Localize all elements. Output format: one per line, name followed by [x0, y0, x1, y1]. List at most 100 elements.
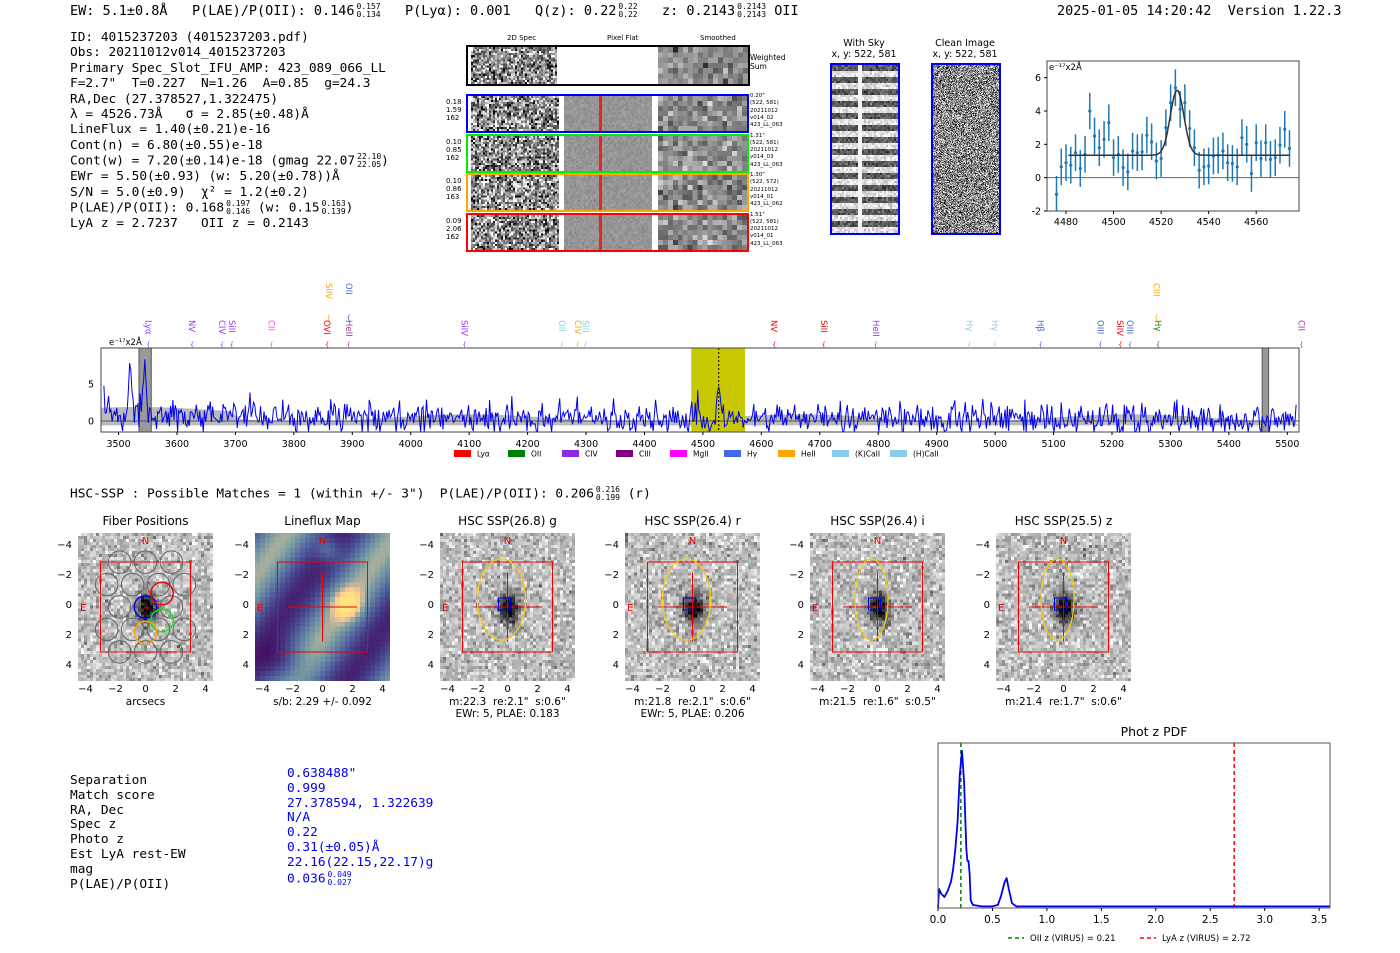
panel-title: HSC SSP(25.5) z: [1014, 514, 1113, 528]
datetime: 2025-01-05 14:20:42: [1057, 3, 1212, 19]
match-value: 0.036 0.049 0.027: [287, 869, 433, 887]
line-label-bracket: {: [146, 341, 150, 349]
match-value: N/A: [287, 810, 433, 826]
x-tick-label: 4000: [399, 439, 423, 450]
panel-title: HSC SSP(26.8) g: [458, 514, 557, 528]
x-tick-label: 5100: [1041, 439, 1065, 450]
fiber-circle: [159, 595, 184, 619]
line-label-bracket: {: [583, 341, 587, 349]
fiber-smoothed: [658, 175, 747, 210]
y-tick-label: −4: [604, 540, 619, 551]
line-label-bracket: {: [1156, 341, 1160, 349]
x-tick-label: 4200: [516, 439, 540, 450]
center-marker: +: [143, 603, 151, 614]
fiber-meta: 1.51": [750, 211, 765, 218]
hsc-plae-hi: 0.216: [595, 485, 620, 494]
plae-hi: 0.157: [356, 2, 381, 11]
line-label: CIII: [1150, 283, 1160, 296]
legend-swatch: [778, 450, 795, 457]
x-tick-label: −4: [440, 684, 455, 695]
data-point: [1154, 159, 1158, 163]
line-label-bracket: {: [347, 314, 351, 322]
y-tick-label: −2: [789, 570, 804, 581]
line-label: SiII: [818, 320, 828, 333]
match-label: RA, Dec: [70, 802, 124, 818]
fiber-stat: 0.86: [446, 185, 462, 193]
data-point: [1254, 141, 1258, 145]
fiber-stat: 163: [446, 193, 460, 201]
line-label: OII: [343, 283, 353, 295]
hsc-summary: HSC-SSP : Possible Matches = 1 (within +…: [70, 486, 651, 502]
match-value-text: 0.22: [287, 825, 318, 841]
x-tick-label: 2: [719, 684, 726, 695]
x-tick-label: 0: [142, 684, 149, 695]
match-value-text: 0.036: [287, 871, 326, 887]
info-lineflux: LineFlux = 1.40(±0.21)e-16: [70, 122, 271, 138]
line-label: Hγ: [989, 320, 999, 331]
line-label-text: OIII: [1094, 320, 1104, 334]
y-tick-label: 4: [612, 660, 619, 671]
fiber-meta: v014_03: [750, 154, 774, 161]
line-label-bracket: {: [347, 341, 351, 349]
y-tick-label: 4: [65, 660, 72, 671]
line-label-text: SiII: [226, 320, 236, 333]
search-box: [100, 561, 191, 653]
east-label: E: [80, 603, 86, 614]
line-label-text: OII: [556, 320, 566, 332]
x-tick-label: 4900: [925, 439, 949, 450]
overlay: NE: [998, 536, 1109, 653]
range-hi: 0.049: [327, 869, 352, 879]
data-point: [1069, 163, 1073, 167]
fiber-meta: 423_LL_062: [750, 201, 783, 208]
line-label-text: Hγ: [989, 320, 999, 331]
x-tick-label: −2: [655, 684, 670, 695]
line-label: NV: [768, 320, 778, 332]
data-point: [1221, 149, 1225, 153]
header-meta: 2025-01-05 14:20:42 Version 1.22.3: [1057, 3, 1342, 19]
clean-canvas: [933, 65, 999, 233]
y-tick-label: −2: [975, 570, 990, 581]
fiber-circle: [107, 550, 132, 574]
ew-value: EW: 5.1±0.8Å: [70, 3, 168, 19]
overlay: NE: [257, 536, 368, 653]
north-label: N: [504, 536, 511, 547]
with-sky-canvas: [832, 65, 898, 233]
x-tick-label: 4400: [632, 439, 656, 450]
sum-label-2: Sum: [750, 62, 767, 71]
legend-label: OII z (VIRUS) = 0.21: [1030, 934, 1116, 944]
line-label-text: SiIV: [1114, 320, 1124, 336]
y-tick-label: 2: [427, 630, 434, 641]
line-label-text: NV: [768, 320, 778, 332]
fiber-2dspec: [471, 214, 559, 250]
data-point: [1197, 168, 1201, 172]
fiber-meta: 423_LL_063: [750, 161, 783, 168]
y-tick-label: 4: [242, 660, 249, 671]
x-tick-label: 5500: [1275, 439, 1299, 450]
data-point: [1059, 165, 1063, 169]
fiber-meta: v014_01: [750, 233, 774, 240]
info-id: ID: 4015237203 (4015237203.pdf): [70, 30, 309, 45]
detection-info: ID: 4015237203 (4015237203.pdf) Obs: 2021…: [70, 30, 389, 231]
line-label-bracket: {: [560, 341, 564, 349]
data-point: [1259, 156, 1263, 161]
fiber-meta: 1.30": [750, 172, 765, 178]
spectrum-line: [103, 359, 1297, 434]
y-tick-label: 0: [1035, 173, 1041, 184]
x-tick-label: 2: [904, 684, 911, 695]
x-tick-label: 4800: [866, 439, 890, 450]
header-summary: EW: 5.1±0.8Å P(LAE)/P(OII): 0.146 0.157 0.…: [70, 2, 799, 20]
data-point: [1235, 165, 1239, 169]
x-tick-label: 4: [1120, 684, 1127, 695]
x-tick-label: 4300: [574, 439, 598, 450]
fiber-meta: (522, 581): [750, 218, 779, 225]
x-tick-label: 0: [319, 684, 326, 695]
fiber-meta: 20211012: [750, 107, 778, 114]
y-tick-label: −4: [789, 540, 804, 551]
fiber-meta: (522, 572): [750, 179, 779, 186]
data-point: [1078, 166, 1082, 171]
x-tick-label: 3700: [223, 439, 247, 450]
line-label-text: OVI: [321, 320, 331, 335]
match-label: Separation: [70, 773, 148, 788]
